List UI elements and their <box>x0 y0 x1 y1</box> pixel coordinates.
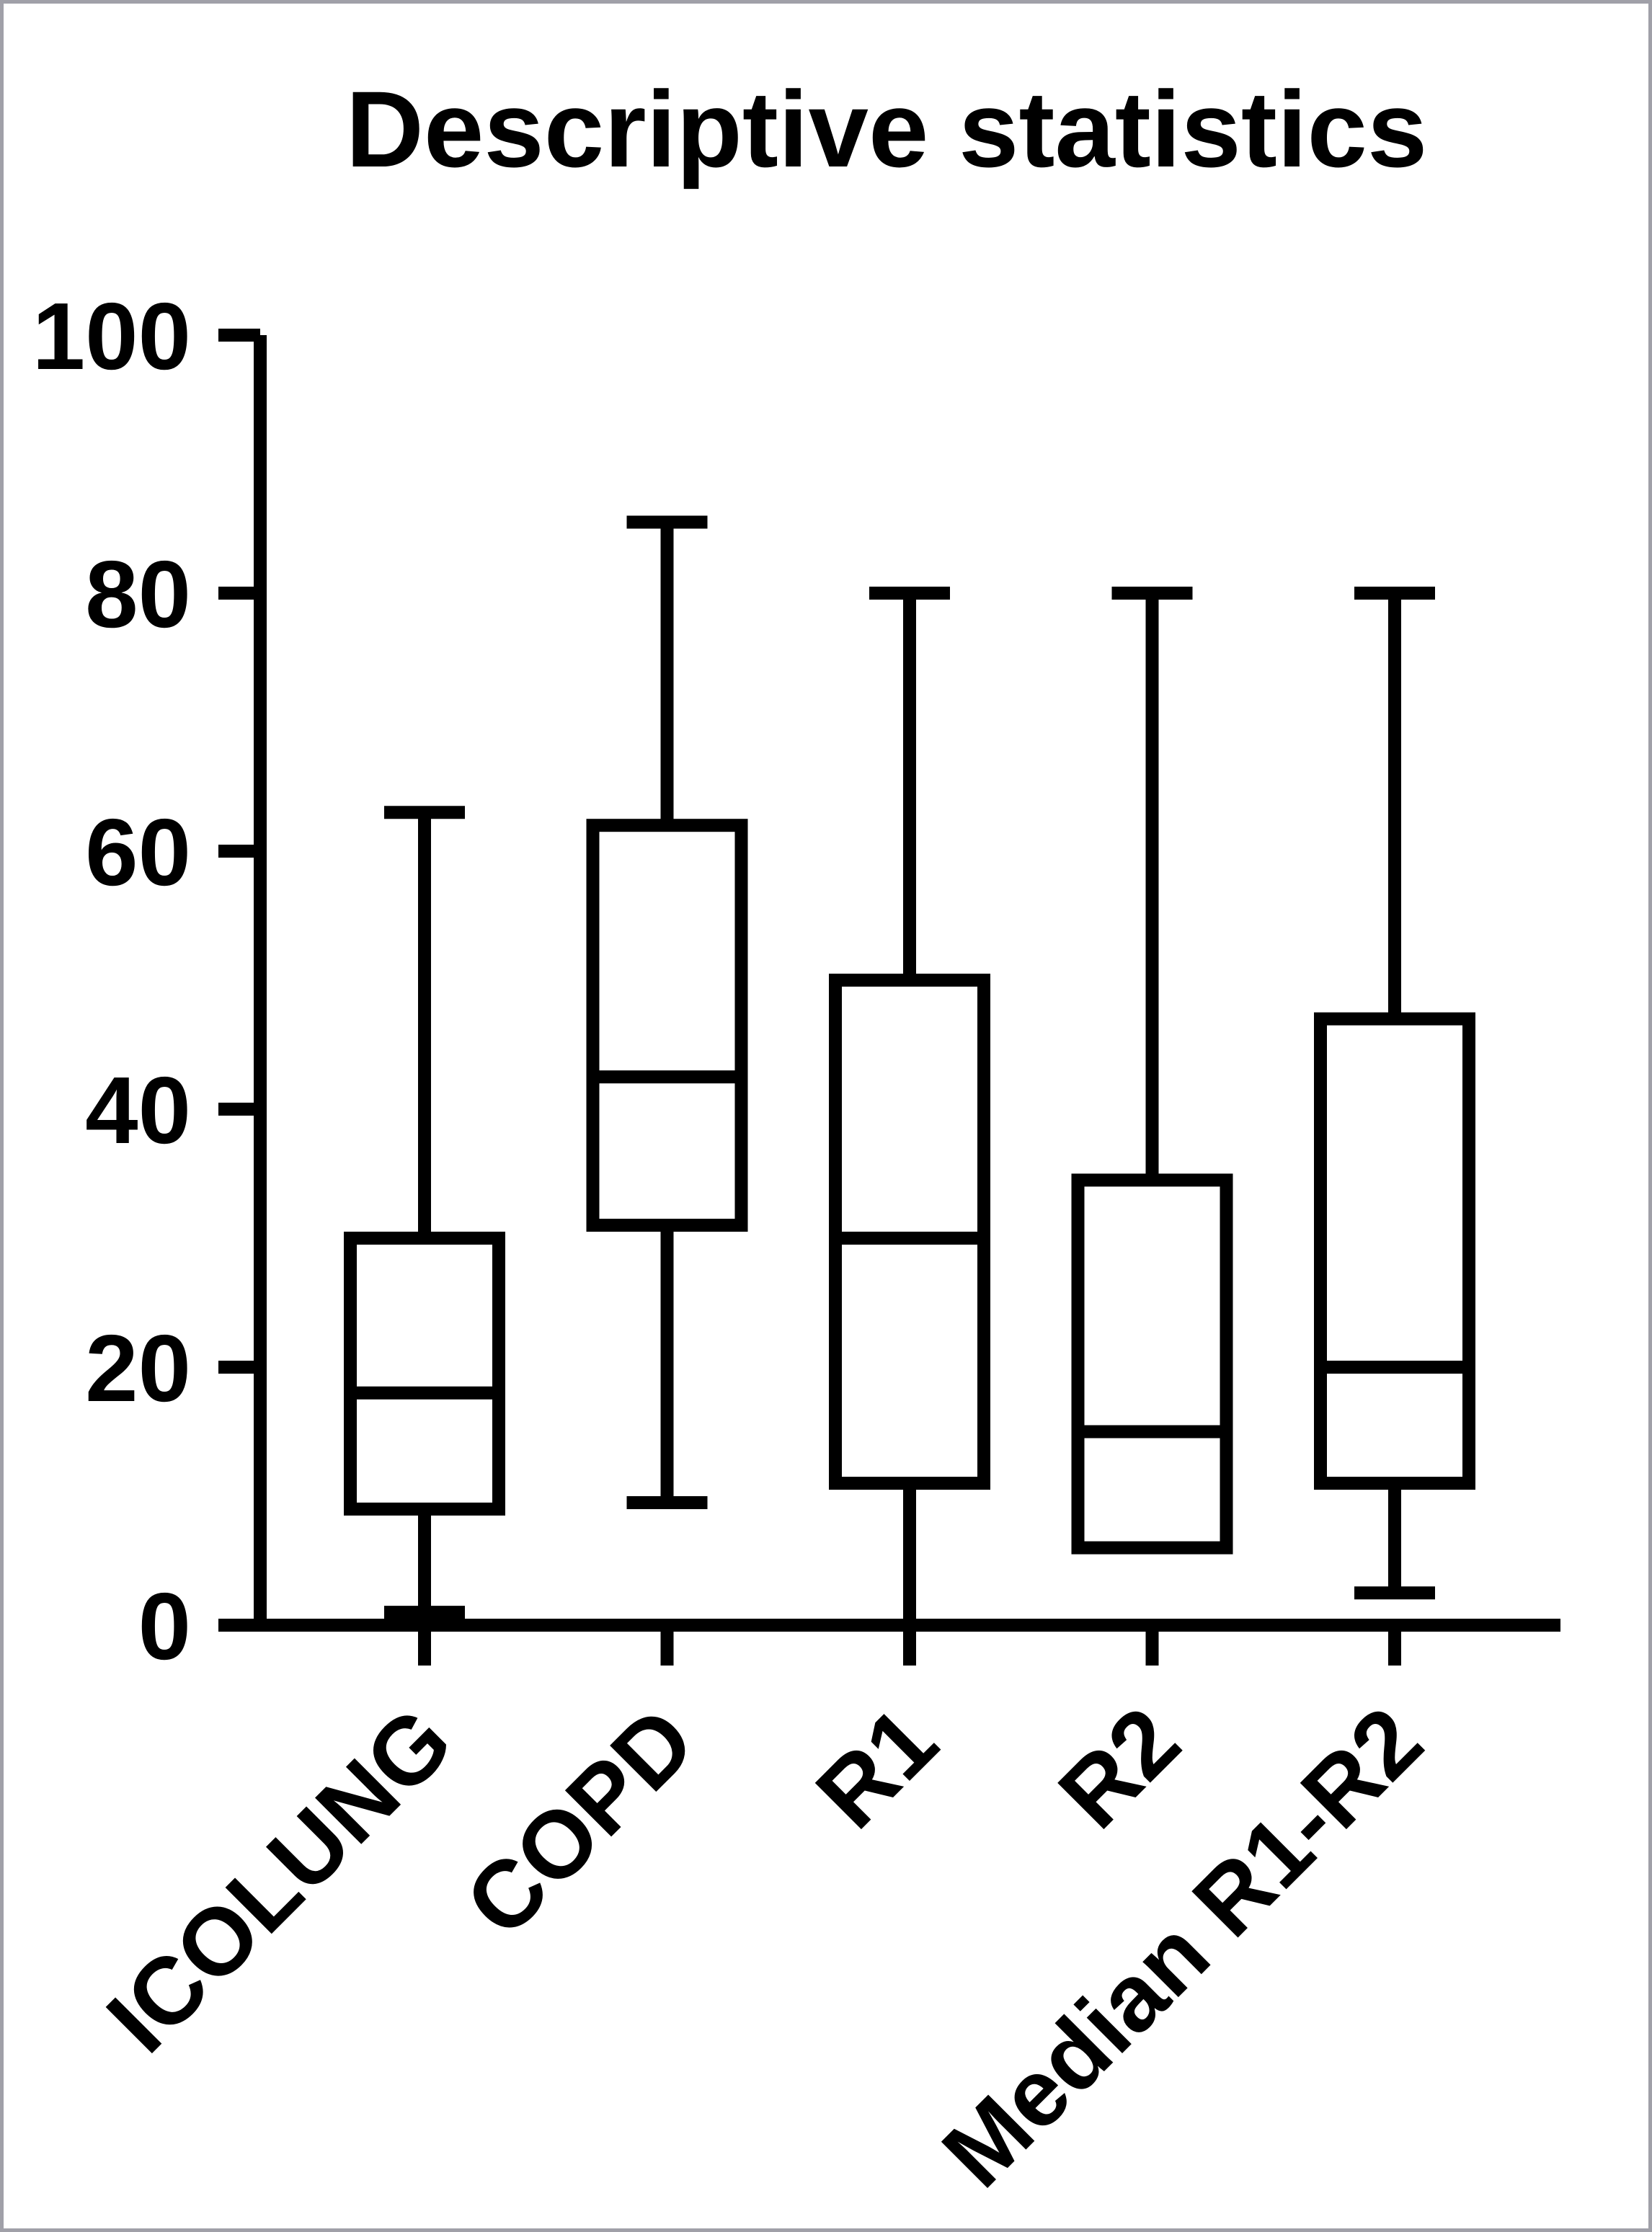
x-axis-label: ICOLUNG <box>86 1687 471 2072</box>
y-tick-label: 0 <box>138 1573 191 1679</box>
y-tick-label: 20 <box>85 1315 191 1421</box>
box-icolung <box>344 1232 505 1516</box>
y-tick-label: 100 <box>32 283 191 389</box>
box-r2 <box>1071 1173 1233 1555</box>
box-median-r1-r2 <box>1314 1012 1475 1490</box>
x-axis-label: R1 <box>796 1687 957 1848</box>
x-axis-label: R2 <box>1039 1687 1199 1848</box>
y-tick-label: 40 <box>85 1057 191 1163</box>
y-tick-label: 60 <box>85 799 191 905</box>
y-tick-label: 80 <box>85 541 191 647</box>
chart-title: Descriptive statistics <box>345 68 1428 190</box>
box-copd <box>586 819 748 1232</box>
x-axis-label: COPD <box>445 1687 715 1957</box>
